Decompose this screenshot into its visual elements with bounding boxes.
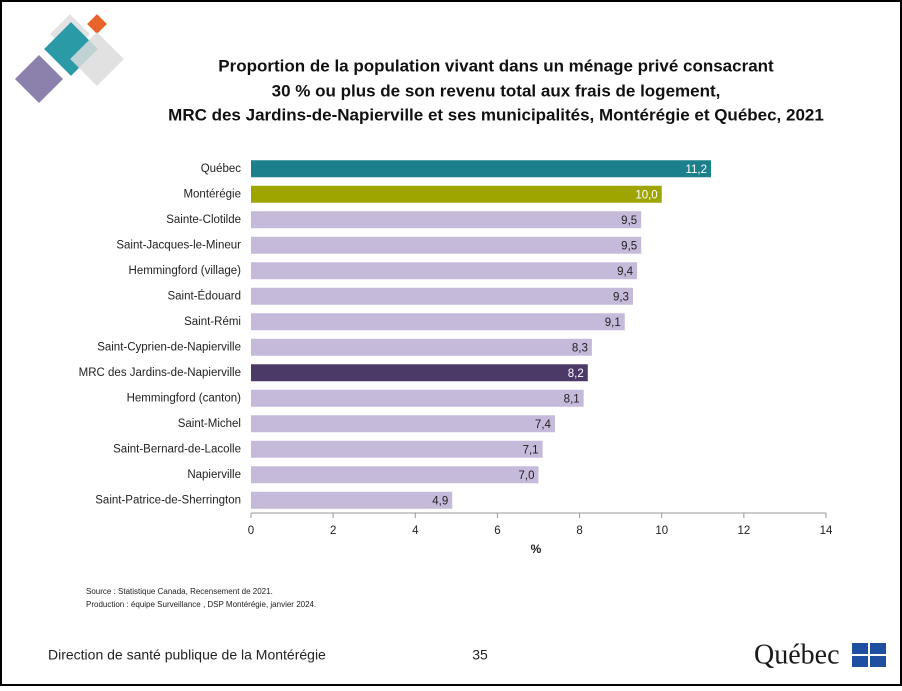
x-axis-label: %	[531, 542, 542, 556]
bar	[251, 440, 543, 458]
y-tick-label: Hemmingford (canton)	[127, 392, 242, 404]
value-label: 9,4	[617, 266, 634, 278]
chart-title: Proportion de la population vivant dans …	[218, 56, 774, 75]
value-label: 9,3	[613, 291, 629, 303]
y-tick-label: Saint-Cyprien-de-Napierville	[97, 341, 241, 353]
value-label: 7,1	[523, 444, 539, 456]
bar	[251, 313, 625, 331]
y-tick-label: Québec	[201, 163, 242, 175]
value-label: 9,5	[621, 215, 637, 227]
y-tick-label: Saint-Patrice-de-Sherrington	[95, 494, 241, 506]
y-tick-label: Saint-Édouard	[167, 289, 241, 302]
value-label: 7,0	[519, 470, 535, 482]
chart-title: MRC des Jardins-de-Napierville et ses mu…	[168, 105, 824, 124]
x-tick-label: 6	[494, 525, 500, 537]
y-tick-label: Saint-Michel	[178, 418, 241, 430]
logo-text: Québec	[754, 639, 840, 670]
y-tick-label: MRC des Jardins-de-Napierville	[79, 367, 241, 379]
bar	[251, 287, 633, 305]
organization: Direction de santé publique de la Montér…	[48, 647, 326, 663]
x-tick-label: 8	[576, 525, 582, 537]
decor-square	[70, 32, 124, 86]
value-label: 11,2	[685, 164, 707, 176]
value-label: 4,9	[432, 495, 448, 507]
bar	[251, 389, 584, 407]
decor-square	[14, 54, 64, 104]
y-tick-label: Saint-Rémi	[184, 316, 241, 328]
y-tick-label: Montérégie	[183, 188, 241, 200]
bar	[251, 236, 642, 254]
value-label: 10,0	[635, 189, 657, 201]
logo-flag	[852, 643, 886, 667]
value-label: 9,5	[621, 240, 637, 252]
bar	[251, 415, 555, 433]
value-label: 8,3	[572, 342, 588, 354]
y-tick-label: Sainte-Clotilde	[166, 214, 241, 226]
bar	[251, 185, 662, 203]
y-tick-label: Hemmingford (village)	[129, 265, 242, 277]
value-label: 8,2	[568, 368, 584, 380]
source-note: Source : Statistique Canada, Recensement…	[86, 587, 273, 596]
y-tick-label: Napierville	[187, 469, 241, 481]
x-tick-label: 14	[820, 525, 833, 537]
decor-square	[87, 14, 107, 34]
bar	[251, 211, 642, 229]
x-tick-label: 0	[248, 525, 254, 537]
x-tick-label: 2	[330, 525, 336, 537]
chart-title: 30 % ou plus de son revenu total aux fra…	[272, 81, 721, 100]
x-tick-label: 4	[412, 525, 419, 537]
value-label: 9,1	[605, 317, 621, 329]
value-label: 8,1	[564, 393, 580, 405]
x-tick-label: 12	[737, 525, 750, 537]
bar	[251, 160, 711, 178]
page-number: 35	[472, 647, 488, 663]
production-note: Production : équipe Surveillance , DSP M…	[86, 600, 316, 609]
bar	[251, 491, 453, 509]
bar	[251, 466, 539, 484]
x-tick-label: 10	[655, 525, 668, 537]
bar	[251, 364, 588, 382]
y-tick-label: Saint-Bernard-de-Lacolle	[113, 443, 241, 455]
bar	[251, 262, 638, 280]
value-label: 7,4	[535, 419, 552, 431]
y-tick-label: Saint-Jacques-le-Mineur	[116, 239, 241, 251]
bar	[251, 338, 592, 356]
